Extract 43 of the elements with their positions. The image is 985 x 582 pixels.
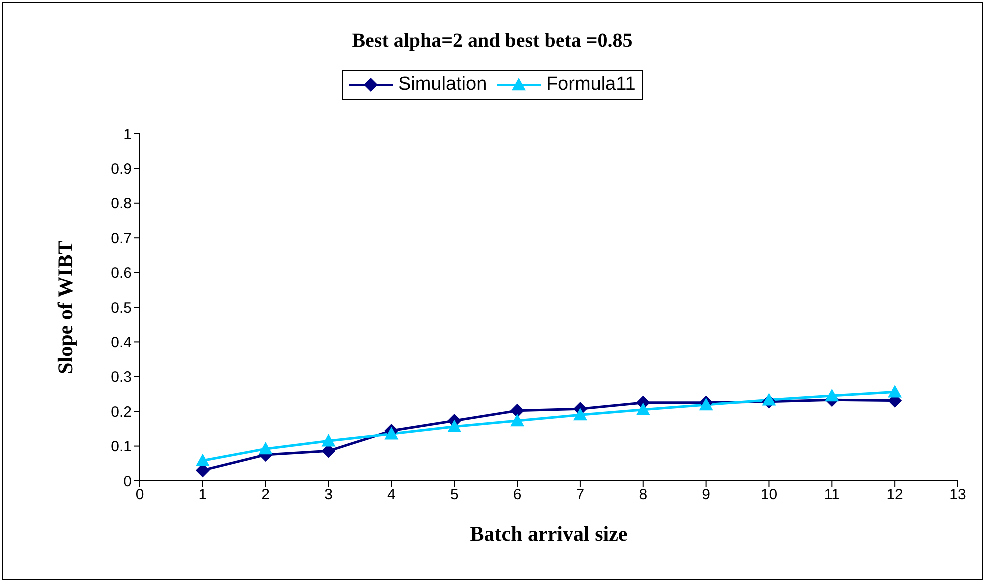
- y-tick-label: 0.1: [111, 438, 132, 456]
- x-tick-label: 3: [324, 486, 333, 504]
- point: [825, 388, 840, 402]
- y-tick-label: 0.6: [111, 265, 132, 282]
- point: [510, 414, 525, 427]
- point: [510, 404, 525, 418]
- x-tick-label: 1: [198, 486, 208, 504]
- x-tick-label: 5: [450, 486, 459, 504]
- y-tick-label: 0.8: [111, 196, 132, 213]
- y-tick-label: 0.5: [111, 300, 132, 317]
- x-axis-title: Batch arrival size: [470, 522, 628, 546]
- point: [699, 398, 714, 411]
- y-tick-label: 1: [124, 126, 132, 144]
- point: [196, 454, 210, 466]
- x-tick-label: 8: [639, 486, 648, 504]
- y-tick-label: 0.3: [111, 369, 132, 386]
- x-tick-label: 10: [760, 486, 778, 504]
- legend-label: Simulation: [398, 74, 488, 95]
- point: [888, 385, 902, 398]
- point: [322, 434, 336, 447]
- x-tick-label: 11: [824, 486, 840, 504]
- point: [258, 442, 273, 455]
- x-tick-label: 7: [576, 486, 585, 504]
- x-tick-label: 13: [950, 486, 966, 504]
- x-tick-label: 12: [886, 486, 904, 504]
- x-tick-label: 6: [513, 486, 522, 504]
- chart-title: Best alpha=2 and best beta =0.85: [351, 30, 634, 53]
- x-tick-label: 2: [262, 486, 270, 504]
- x-tick-label: 0: [136, 486, 144, 504]
- x-tick-label: 4: [388, 486, 396, 504]
- point: [384, 427, 399, 440]
- x-tick-label: 9: [702, 486, 710, 504]
- point: [448, 420, 462, 432]
- point: [636, 402, 650, 416]
- y-tick-label: 0.7: [111, 230, 132, 248]
- y-tick-label: 0: [124, 473, 132, 490]
- y-tick-label: 0.9: [111, 161, 132, 178]
- y-axis-title: Slope of WIBT: [53, 240, 78, 374]
- point: [573, 408, 588, 421]
- y-tick-label: 0.4: [111, 334, 132, 352]
- legend-label: Formula11: [546, 74, 636, 95]
- point: [762, 393, 776, 406]
- y-tick-label: 0.2: [111, 404, 132, 421]
